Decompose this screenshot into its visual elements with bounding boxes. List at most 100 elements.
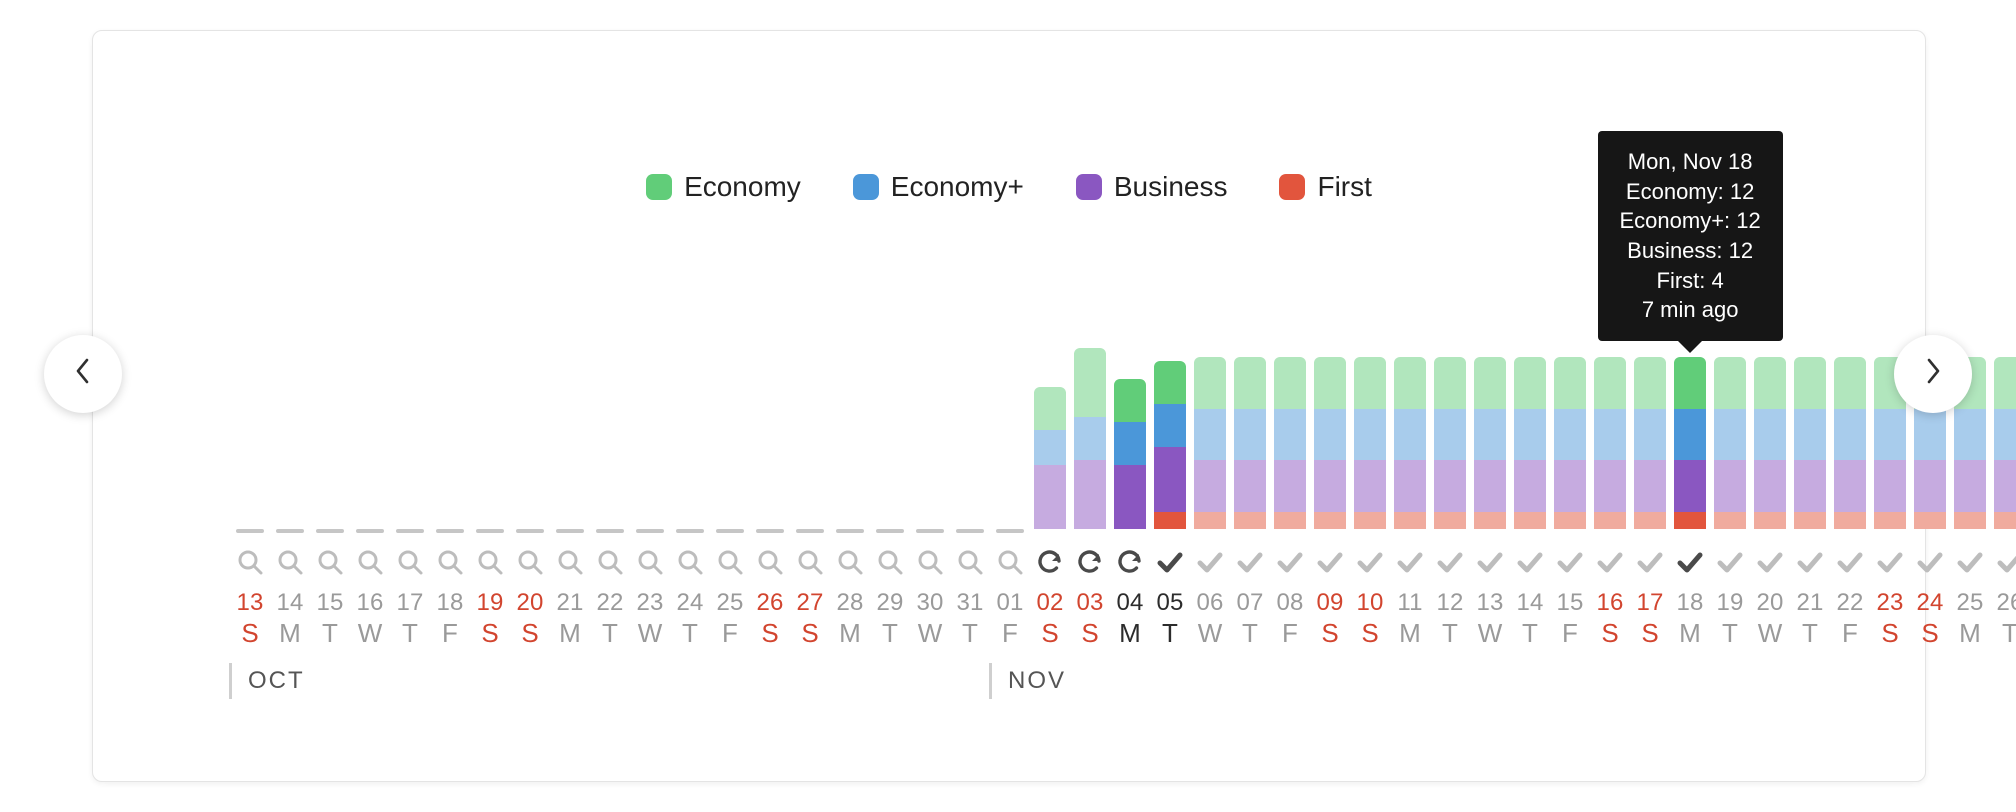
empty-tick — [836, 529, 864, 533]
tooltip-line: Economy+: 12 — [1620, 206, 1761, 236]
day-of-week-label: F — [1550, 618, 1590, 649]
day-of-week-label: W — [1470, 618, 1510, 649]
bar-segment-business — [1954, 460, 1986, 512]
day-of-week-label: T — [1710, 618, 1750, 649]
date-label: 12 — [1430, 589, 1470, 617]
day-of-week-label: S — [1910, 618, 1950, 649]
check-icon — [1553, 547, 1587, 577]
bar-segment-economy — [1114, 379, 1146, 422]
day-of-week-label: S — [790, 618, 830, 649]
day-of-week-label: F — [1830, 618, 1870, 649]
bar-segment-economy-plus — [1154, 404, 1186, 447]
bar-segment-first — [1314, 512, 1346, 529]
bar-segment-business — [1394, 460, 1426, 512]
date-label: 20 — [1750, 589, 1790, 617]
date-label: 18 — [1670, 589, 1710, 617]
bar-segment-economy-plus — [1474, 409, 1506, 461]
bar-segment-economy — [1474, 357, 1506, 409]
bar-segment-economy-plus — [1074, 417, 1106, 460]
day-of-week-label: F — [990, 618, 1030, 649]
bar-segment-economy-plus — [1114, 422, 1146, 465]
bar-segment-economy — [1514, 357, 1546, 409]
empty-tick — [396, 529, 424, 533]
bar-segment-first — [1834, 512, 1866, 529]
empty-tick — [476, 529, 504, 533]
bar-segment-economy — [1274, 357, 1306, 409]
bar-segment-first — [1354, 512, 1386, 529]
search-icon — [673, 547, 707, 577]
day-of-week-label: T — [310, 618, 350, 649]
check-icon — [1993, 547, 2016, 577]
bar-segment-economy — [1754, 357, 1786, 409]
empty-tick — [756, 529, 784, 533]
check-icon — [1593, 547, 1627, 577]
date-label: 15 — [1550, 589, 1590, 617]
bar-segment-first — [1874, 512, 1906, 529]
day-of-week-label: S — [470, 618, 510, 649]
bar-segment-economy — [1674, 357, 1706, 409]
check-icon — [1313, 547, 1347, 577]
day-of-week-label: S — [1630, 618, 1670, 649]
bar-segment-first — [1674, 512, 1706, 529]
empty-tick — [436, 529, 464, 533]
refresh-icon — [1113, 547, 1147, 577]
bar-segment-economy-plus — [1834, 409, 1866, 461]
date-label: 08 — [1270, 589, 1310, 617]
bar-segment-economy — [1554, 357, 1586, 409]
day-of-week-label: S — [1310, 618, 1350, 649]
search-icon — [833, 547, 867, 577]
search-icon — [433, 547, 467, 577]
search-icon — [553, 547, 587, 577]
tooltip-line: Business: 12 — [1620, 236, 1761, 266]
nav-prev-button[interactable] — [44, 335, 122, 413]
date-label: 26 — [1990, 589, 2016, 617]
date-label: 18 — [430, 589, 470, 617]
day-of-week-label: T — [1510, 618, 1550, 649]
bar-segment-economy-plus — [1314, 409, 1346, 461]
search-icon — [353, 547, 387, 577]
date-label: 13 — [1470, 589, 1510, 617]
bar-segment-economy — [1994, 357, 2016, 409]
date-label: 16 — [1590, 589, 1630, 617]
bar-segment-economy — [1074, 348, 1106, 417]
search-icon — [753, 547, 787, 577]
date-label: 28 — [830, 589, 870, 617]
bar-segment-business — [1194, 460, 1226, 512]
empty-tick — [676, 529, 704, 533]
search-icon — [593, 547, 627, 577]
bar-segment-economy — [1794, 357, 1826, 409]
empty-tick — [916, 529, 944, 533]
bar-segment-economy — [1034, 387, 1066, 430]
day-of-week-label: W — [1750, 618, 1790, 649]
check-icon — [1753, 547, 1787, 577]
check-icon — [1633, 547, 1667, 577]
check-icon — [1393, 547, 1427, 577]
legend-swatch — [1279, 174, 1305, 200]
check-icon — [1473, 547, 1507, 577]
search-icon — [233, 547, 267, 577]
search-icon — [793, 547, 827, 577]
day-of-week-label: S — [1590, 618, 1630, 649]
bar-segment-economy-plus — [1234, 409, 1266, 461]
bar-segment-economy — [1634, 357, 1666, 409]
tooltip-line: Mon, Nov 18 — [1620, 147, 1761, 177]
date-label: 01 — [990, 589, 1030, 617]
bar-segment-business — [1354, 460, 1386, 512]
bar-segment-business — [1514, 460, 1546, 512]
date-label: 17 — [1630, 589, 1670, 617]
empty-tick — [996, 529, 1024, 533]
bar-segment-business — [1154, 447, 1186, 512]
day-of-week-label: T — [870, 618, 910, 649]
day-of-week-label: T — [1430, 618, 1470, 649]
legend-swatch — [853, 174, 879, 200]
bar-segment-first — [1714, 512, 1746, 529]
bar-segment-first — [1194, 512, 1226, 529]
nav-next-button[interactable] — [1894, 335, 1972, 413]
tooltip-line: Economy: 12 — [1620, 177, 1761, 207]
day-of-week-label: S — [230, 618, 270, 649]
empty-tick — [636, 529, 664, 533]
search-icon — [313, 547, 347, 577]
bar-segment-business — [1714, 460, 1746, 512]
date-label: 24 — [670, 589, 710, 617]
bar-segment-first — [1594, 512, 1626, 529]
